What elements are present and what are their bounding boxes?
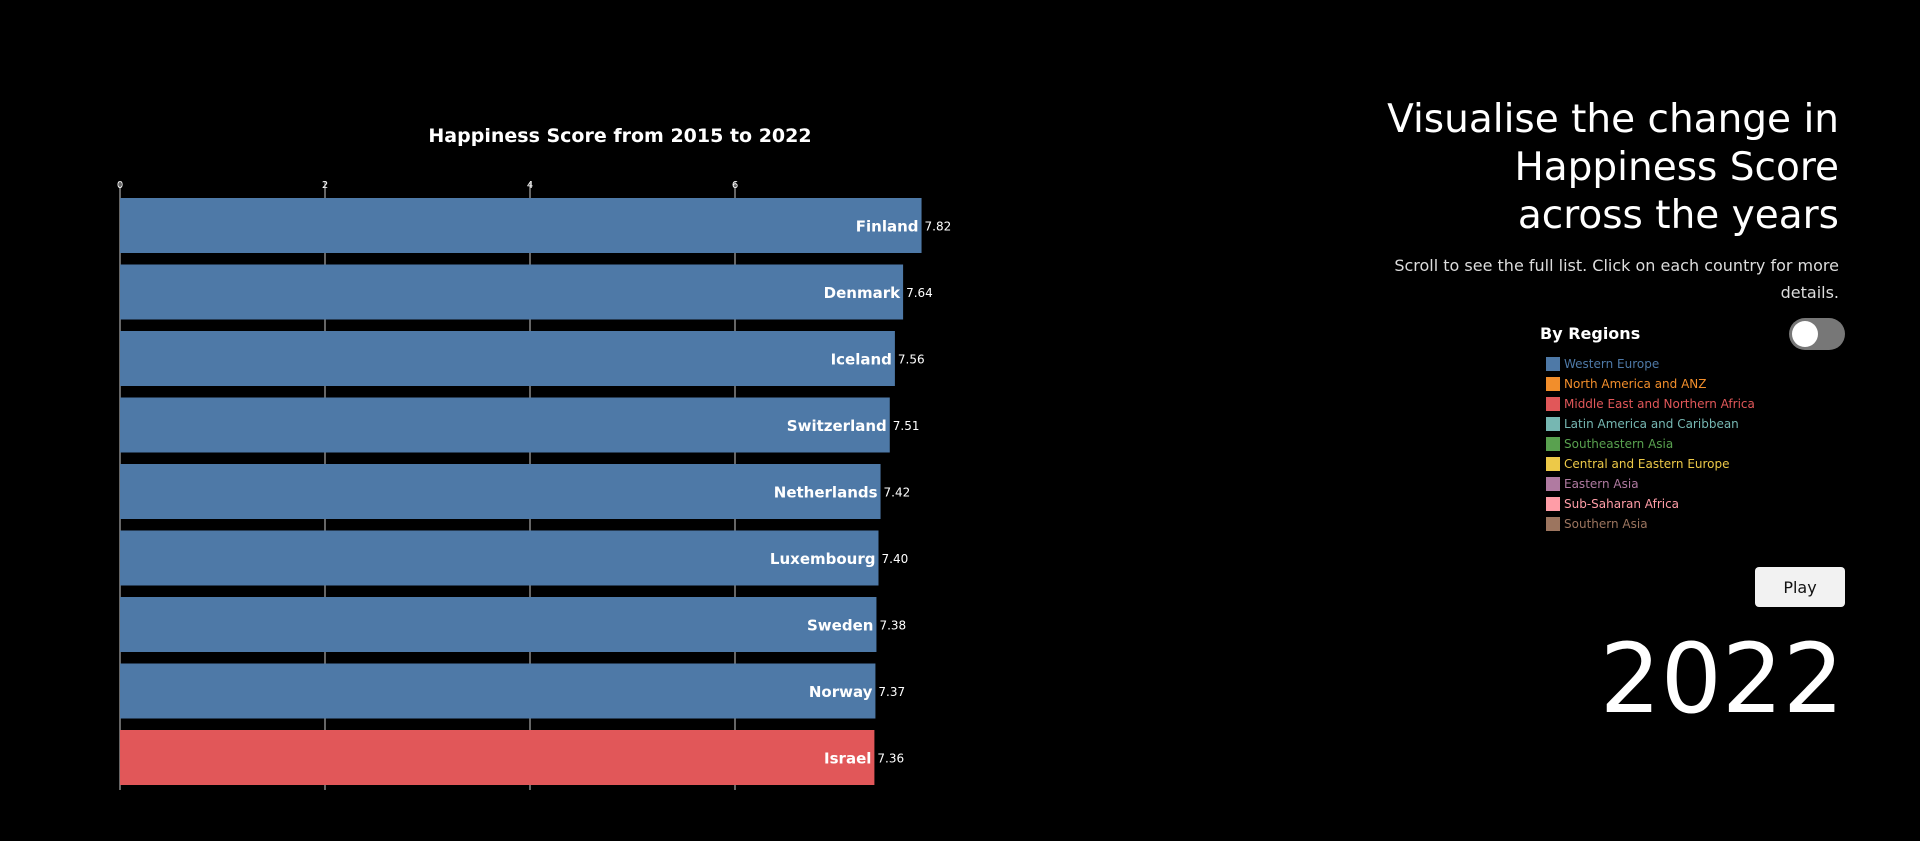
legend-label: Western Europe (1564, 357, 1660, 371)
bar-norway[interactable] (120, 663, 876, 719)
legend-item: Southeastern Asia (1546, 434, 1755, 454)
x-tick-label: 4 (527, 180, 533, 191)
legend-label: Eastern Asia (1564, 477, 1639, 491)
legend-swatch (1546, 517, 1560, 531)
bar-switzerland[interactable] (120, 397, 890, 453)
legend-item: Western Europe (1546, 354, 1755, 374)
legend-swatch (1546, 357, 1560, 371)
bar-country-label[interactable]: Switzerland (787, 417, 887, 435)
bar-country-label[interactable]: Israel (824, 750, 871, 768)
play-button[interactable]: Play (1755, 567, 1845, 607)
bar-country-label[interactable]: Denmark (824, 284, 901, 302)
page-headline: Visualise the change in Happiness Score … (1387, 97, 1839, 238)
right-panel: Visualise the change in Happiness Score … (1380, 96, 1845, 734)
bar-country-label[interactable]: Norway (809, 683, 873, 701)
legend-item: Eastern Asia (1546, 474, 1755, 494)
chart-title: Happiness Score from 2015 to 2022 (428, 125, 811, 147)
legend-item: Central and Eastern Europe (1546, 454, 1755, 474)
toggle-knob (1792, 321, 1818, 347)
legend-label: Sub-Saharan Africa (1564, 497, 1680, 511)
bar-value-label: 7.40 (882, 552, 909, 566)
bar-country-label[interactable]: Finland (856, 218, 919, 236)
legend-swatch (1546, 397, 1560, 411)
region-legend: Western Europe North America and ANZ Middl… (1546, 354, 1755, 534)
legend-item: Southern Asia (1546, 514, 1755, 534)
bar-value-label: 7.36 (877, 752, 904, 766)
regions-header: By Regions (1540, 318, 1845, 352)
bar-luxembourg[interactable] (120, 530, 879, 586)
bar-country-label[interactable]: Netherlands (774, 484, 878, 502)
bar-value-label: 7.37 (878, 685, 905, 699)
legend-label: Southern Asia (1564, 517, 1648, 531)
regions-toggle[interactable] (1789, 318, 1845, 350)
bar-value-label: 7.51 (893, 419, 920, 433)
legend-label: Latin America and Caribbean (1564, 417, 1739, 431)
legend-swatch (1546, 377, 1560, 391)
bar-country-label[interactable]: Luxembourg (770, 550, 876, 568)
legend-swatch (1546, 497, 1560, 511)
bar-denmark[interactable] (120, 264, 904, 320)
instructions-text: Scroll to see the full list. Click on ea… (1394, 256, 1839, 302)
legend-label: Central and Eastern Europe (1564, 457, 1730, 471)
bar-value-label: 7.82 (925, 220, 952, 234)
year-display: 2022 (1599, 623, 1844, 735)
legend-label: Southeastern Asia (1564, 437, 1674, 451)
bar-chart: Happiness Score from 2015 to 2022 0 2 4 6 Fin… (117, 125, 952, 790)
legend-item: Sub-Saharan Africa (1546, 494, 1755, 514)
legend-swatch (1546, 457, 1560, 471)
bar-netherlands[interactable] (120, 464, 881, 519)
bar-value-label: 7.42 (884, 486, 911, 500)
regions-title: By Regions (1540, 324, 1641, 343)
legend-swatch (1546, 477, 1560, 491)
bar-value-label: 7.38 (879, 619, 906, 633)
x-tick-label: 6 (732, 180, 738, 191)
bar-iceland[interactable] (120, 331, 895, 386)
bar-finland[interactable] (120, 198, 922, 253)
x-tick-label: 2 (322, 180, 328, 191)
bar-country-label[interactable]: Iceland (831, 351, 892, 369)
bar-sweden[interactable] (120, 597, 877, 652)
bar-value-label: 7.56 (898, 353, 925, 367)
bar-value-label: 7.64 (906, 286, 933, 300)
bar-israel[interactable] (120, 730, 875, 785)
legend-swatch (1546, 417, 1560, 431)
legend-label: North America and ANZ (1564, 377, 1707, 391)
legend-item: Latin America and Caribbean (1546, 414, 1755, 434)
legend-label: Middle East and Northern Africa (1564, 397, 1755, 411)
bar-country-label[interactable]: Sweden (807, 617, 873, 635)
legend-item: Middle East and Northern Africa (1546, 394, 1755, 414)
legend-item: North America and ANZ (1546, 374, 1755, 394)
legend-swatch (1546, 437, 1560, 451)
x-tick-label: 0 (117, 180, 123, 191)
